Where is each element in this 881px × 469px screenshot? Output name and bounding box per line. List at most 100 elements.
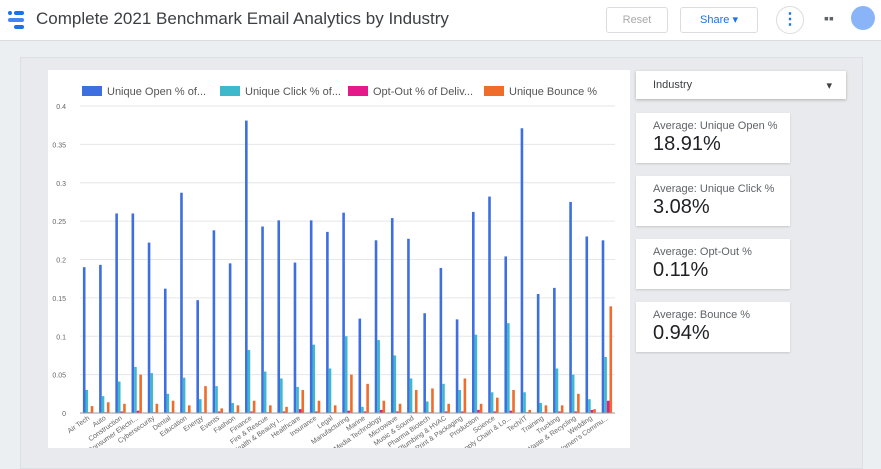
bar <box>228 263 232 413</box>
bar <box>317 400 321 413</box>
legend-swatch <box>484 86 504 96</box>
scorecard-value: 0.11% <box>653 259 709 281</box>
bar <box>347 410 351 413</box>
bar <box>298 409 302 413</box>
legend-label: Opt-Out % of Deliv... <box>373 86 473 98</box>
bar <box>423 313 426 413</box>
bar <box>123 403 126 413</box>
bar <box>590 409 594 413</box>
bar <box>120 411 124 413</box>
bar <box>147 242 151 413</box>
bar <box>236 405 240 413</box>
bar <box>593 409 596 413</box>
y-tick-label: 0 <box>62 411 66 418</box>
bar <box>85 389 89 413</box>
bar <box>261 226 264 413</box>
bar <box>131 213 135 413</box>
bar <box>558 411 561 413</box>
bar <box>106 402 110 413</box>
bar <box>101 396 105 413</box>
y-tick-label: 0.35 <box>52 142 66 149</box>
bar <box>361 406 364 413</box>
bar <box>447 403 450 413</box>
bar <box>358 318 362 413</box>
bar <box>374 240 378 413</box>
scorecard: Average: Unique Open % 18.91% <box>636 113 790 163</box>
y-tick-label: 0.2 <box>56 258 66 265</box>
bar <box>250 411 253 413</box>
bar <box>539 403 543 413</box>
bar <box>328 368 332 413</box>
bar <box>166 393 170 413</box>
bar <box>252 400 256 413</box>
bar <box>601 240 605 413</box>
bar <box>134 366 137 413</box>
filter-label: Industry <box>653 79 693 91</box>
reset-button[interactable]: Reset <box>606 7 668 33</box>
industry-filter[interactable]: Industry ▾ <box>636 71 846 99</box>
scorecard: Average: Opt-Out % 0.11% <box>636 239 790 289</box>
bar <box>553 287 556 413</box>
bar <box>493 411 497 413</box>
bar <box>198 399 202 413</box>
bar <box>212 230 216 413</box>
bar <box>471 211 475 413</box>
bar <box>231 403 235 413</box>
x-tick-label: Air Tech <box>67 415 92 435</box>
bar <box>382 400 386 413</box>
bar <box>574 411 578 413</box>
more-button[interactable]: ⋮ <box>776 6 804 34</box>
bar <box>215 386 218 413</box>
share-button[interactable]: Share ▾ <box>680 7 758 33</box>
y-tick-label: 0.15 <box>52 296 66 303</box>
bar <box>217 411 221 413</box>
scorecard-value: 3.08% <box>653 196 710 218</box>
bar <box>512 389 515 413</box>
bar <box>180 192 183 413</box>
bar <box>277 220 281 413</box>
scorecard-label: Average: Bounce % <box>653 309 751 321</box>
reset-label: Reset <box>622 14 652 26</box>
bar <box>479 403 483 413</box>
bar <box>490 392 494 413</box>
bar <box>396 411 399 413</box>
bar <box>99 264 102 413</box>
bar <box>377 340 380 413</box>
bar <box>269 405 272 413</box>
bar <box>393 355 397 413</box>
bar <box>350 374 353 413</box>
y-tick-label: 0.4 <box>56 104 66 111</box>
bar <box>163 288 167 413</box>
share-label: Share <box>700 14 730 26</box>
title: Complete 2021 Benchmark Email Analytics … <box>36 9 449 28</box>
scorecard: Average: Unique Click % 3.08% <box>636 176 790 226</box>
chart: 0 0.05 0.1 0.15 0.2 0.25 0.3 0.35 0.4 Unique Open… <box>52 86 615 448</box>
bar <box>263 371 267 413</box>
bar <box>544 405 548 413</box>
bar <box>523 392 526 413</box>
bar <box>390 218 394 413</box>
legend-label: Unique Bounce % <box>509 86 597 98</box>
bar <box>326 231 329 413</box>
bar <box>431 388 434 413</box>
legend-swatch <box>82 86 102 96</box>
bar <box>577 393 580 413</box>
bar <box>507 323 510 413</box>
apps-button[interactable]: ▪▪ <box>824 10 834 26</box>
bar <box>474 334 478 413</box>
avatar[interactable] <box>851 6 875 30</box>
bar <box>196 300 199 413</box>
bar <box>509 410 513 413</box>
logo <box>8 11 24 29</box>
bar <box>409 378 413 413</box>
bar <box>280 378 283 413</box>
bar <box>460 411 464 413</box>
y-tick-label: 0.25 <box>52 219 66 226</box>
bar <box>560 405 564 413</box>
bar <box>115 213 118 413</box>
bar <box>301 389 305 413</box>
bar <box>379 409 383 413</box>
bar <box>247 350 251 413</box>
bar <box>182 377 186 413</box>
bar <box>520 128 524 413</box>
